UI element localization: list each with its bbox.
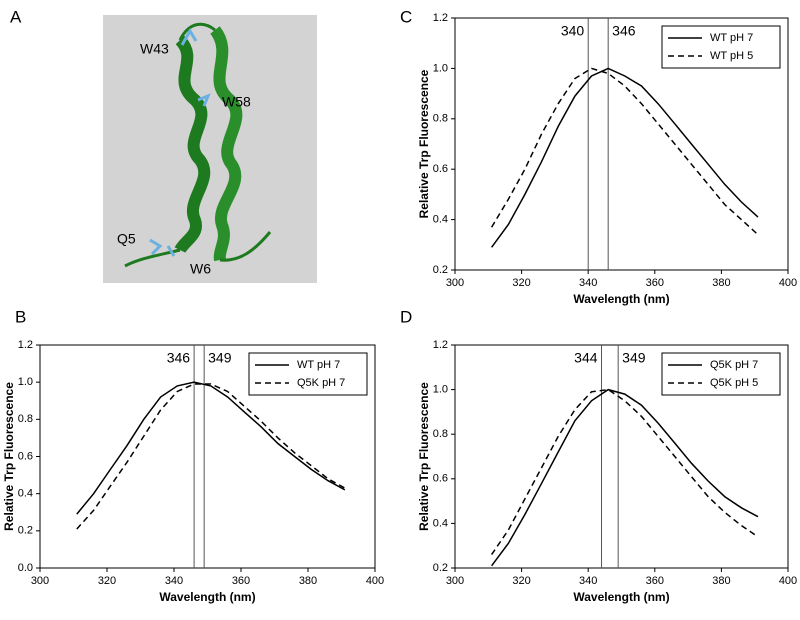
reference-label: 349 — [622, 350, 646, 366]
series-line — [76, 383, 346, 530]
legend-label: WT pH 7 — [710, 32, 753, 44]
x-tick-label: 300 — [31, 575, 49, 587]
chart: C 300 320 340 360 380 400 0.2 0.4 0.6 0.8 1.0 1.2 Wav… — [400, 7, 797, 306]
legend-label: Q5K pH 7 — [297, 377, 345, 389]
x-tick-label: 300 — [446, 575, 464, 587]
x-tick-label: 340 — [165, 575, 183, 587]
plot-frame — [454, 344, 789, 569]
chart: B 300 320 340 360 380 400 0.0 0.2 0.4 0.6 0.8 1.0 1.2… — [2, 307, 384, 604]
y-tick-label: 1.2 — [433, 12, 448, 24]
structure-background — [103, 15, 317, 283]
legend-label: Q5K pH 5 — [710, 377, 758, 389]
y-tick-label: 0.4 — [18, 488, 33, 500]
legend-box — [661, 352, 781, 396]
reference-label: 346 — [612, 23, 636, 39]
y-tick-label: 1.2 — [433, 339, 448, 351]
series-line — [490, 67, 759, 236]
x-tick-label: 340 — [579, 575, 597, 587]
y-axis-label: Relative Trp Fluorescence — [417, 382, 431, 531]
y-tick-label: 0.2 — [433, 264, 448, 276]
series-line — [490, 388, 759, 567]
helix — [174, 35, 211, 254]
structure-panel: A W43 W58 Q5 W6 — [10, 7, 317, 283]
y-tick-label: 0.8 — [433, 428, 448, 440]
reference-label: 344 — [574, 350, 598, 366]
y-tick-label: 0.2 — [18, 525, 33, 537]
residue-label: W43 — [140, 41, 169, 57]
x-axis-label: Wavelength (nm) — [159, 590, 255, 604]
legend-box — [661, 25, 781, 69]
x-tick-label: 320 — [512, 277, 530, 289]
series-line — [490, 67, 759, 248]
panel-label: C — [400, 7, 412, 26]
y-tick-label: 0.6 — [433, 473, 448, 485]
x-axis-label: Wavelength (nm) — [573, 590, 669, 604]
y-tick-label: 0.6 — [18, 450, 33, 462]
y-tick-label: 0.0 — [18, 562, 33, 574]
y-tick-label: 0.8 — [18, 413, 33, 425]
y-tick-label: 0.4 — [433, 517, 448, 529]
x-tick-label: 360 — [646, 277, 664, 289]
x-tick-label: 300 — [446, 277, 464, 289]
series-line — [76, 381, 346, 515]
y-tick-label: 0.2 — [433, 562, 448, 574]
series-line — [490, 388, 759, 556]
x-tick-label: 320 — [512, 575, 530, 587]
legend-label: WT pH 7 — [297, 359, 340, 371]
x-tick-label: 360 — [646, 575, 664, 587]
x-tick-label: 320 — [98, 575, 116, 587]
loop — [124, 22, 272, 268]
helix — [209, 26, 243, 262]
reference-label: 346 — [167, 350, 191, 366]
panel-label: A — [10, 7, 22, 26]
x-axis-label: Wavelength (nm) — [573, 292, 669, 306]
y-tick-label: 1.0 — [18, 376, 33, 388]
y-tick-label: 1.2 — [18, 339, 33, 351]
panel-label: D — [400, 307, 412, 326]
residue-label: Q5 — [117, 231, 136, 247]
x-tick-label: 380 — [712, 277, 730, 289]
x-tick-label: 400 — [779, 277, 797, 289]
y-axis-label: Relative Trp Fluorescence — [2, 382, 16, 531]
chart: D 300 320 340 360 380 400 0.2 0.4 0.6 0.8 1.0 1.2 Wav… — [400, 307, 797, 604]
y-tick-label: 0.4 — [433, 214, 448, 226]
y-tick-label: 0.6 — [433, 163, 448, 175]
legend-box — [248, 352, 368, 396]
legend-label: Q5K pH 7 — [710, 359, 758, 371]
x-tick-label: 400 — [366, 575, 384, 587]
panel-label: B — [15, 307, 26, 326]
residue-label: W58 — [222, 94, 251, 110]
residue-label: W6 — [190, 261, 211, 277]
reference-label: 349 — [208, 350, 232, 366]
side-chain — [149, 28, 211, 257]
y-tick-label: 1.0 — [433, 62, 448, 74]
legend-label: WT pH 5 — [710, 50, 753, 62]
reference-label: 340 — [561, 23, 585, 39]
x-tick-label: 400 — [779, 575, 797, 587]
x-tick-label: 380 — [299, 575, 317, 587]
x-tick-label: 360 — [232, 575, 250, 587]
x-tick-label: 340 — [579, 277, 597, 289]
y-tick-label: 0.8 — [433, 113, 448, 125]
y-tick-label: 1.0 — [433, 384, 448, 396]
plot-frame — [454, 17, 789, 271]
y-axis-label: Relative Trp Fluorescence — [417, 69, 431, 218]
x-tick-label: 380 — [712, 575, 730, 587]
